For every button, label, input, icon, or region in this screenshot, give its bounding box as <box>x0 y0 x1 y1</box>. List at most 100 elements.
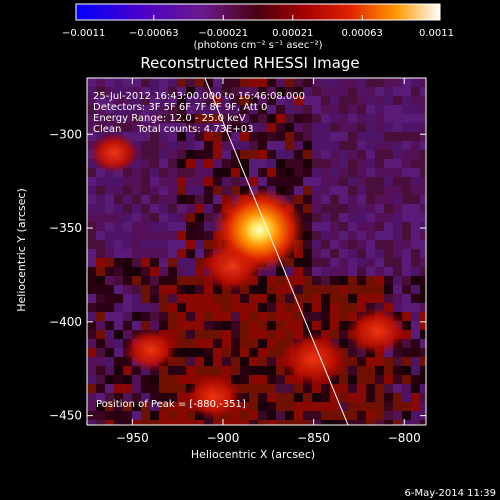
heatmap-cell <box>258 87 268 97</box>
heatmap-cell <box>186 357 196 367</box>
heatmap-cell <box>303 411 313 421</box>
heatmap-cell <box>168 231 178 241</box>
heatmap-cell <box>249 294 259 304</box>
heatmap-cell <box>222 420 232 425</box>
heatmap-cell <box>96 276 106 286</box>
heatmap-cell <box>159 258 169 268</box>
heatmap-cell <box>249 132 259 142</box>
heatmap-cell <box>330 411 340 421</box>
heatmap-cell <box>168 249 178 259</box>
heatmap-cell <box>159 78 169 88</box>
heatmap-cell <box>420 285 426 295</box>
heatmap-cell <box>141 420 151 425</box>
heatmap-cell <box>312 303 322 313</box>
heatmap-cell <box>177 321 187 331</box>
heatmap-cell <box>393 375 403 385</box>
heatmap-cell <box>312 114 322 124</box>
heatmap-cell <box>321 123 331 133</box>
heatmap-cell <box>141 105 151 115</box>
heatmap-cell <box>276 132 286 142</box>
heatmap-cell <box>240 366 250 376</box>
heatmap-cell <box>357 141 367 151</box>
heatmap-cell <box>213 204 223 214</box>
heatmap-cell <box>186 123 196 133</box>
heatmap-cell <box>132 366 142 376</box>
heatmap-cell <box>123 177 133 187</box>
heatmap-cell <box>141 186 151 196</box>
heatmap-cell <box>168 402 178 412</box>
heatmap-cell <box>321 204 331 214</box>
heatmap-cell <box>105 78 115 88</box>
heatmap-cell <box>141 132 151 142</box>
heatmap-cell <box>105 123 115 133</box>
heatmap-cell <box>384 96 394 106</box>
heatmap-cell <box>105 411 115 421</box>
heatmap-cell <box>411 231 421 241</box>
heatmap-cell <box>384 393 394 403</box>
heatmap-cell <box>402 384 412 394</box>
heatmap-cell <box>366 285 376 295</box>
heatmap-cell <box>195 96 205 106</box>
heatmap-cell <box>267 276 277 286</box>
heatmap-cell <box>195 276 205 286</box>
heatmap-cell <box>375 78 385 88</box>
heatmap-cell <box>393 420 403 425</box>
heatmap-cell <box>411 159 421 169</box>
heatmap-cell <box>177 186 187 196</box>
heatmap-cell <box>222 132 232 142</box>
heatmap-cell <box>393 303 403 313</box>
heatmap-cell <box>105 285 115 295</box>
heatmap-cell <box>213 87 223 97</box>
heatmap-cell <box>411 285 421 295</box>
heatmap-cell <box>258 402 268 412</box>
heatmap-cell <box>321 177 331 187</box>
heatmap-cell <box>204 222 214 232</box>
heatmap-cell <box>249 168 259 178</box>
heatmap-cell <box>339 114 349 124</box>
heatmap-cell <box>96 258 106 268</box>
heatmap-cell <box>267 420 277 425</box>
heatmap-cell <box>96 294 106 304</box>
heatmap-cell <box>114 204 124 214</box>
heatmap-cell <box>204 366 214 376</box>
heatmap-cell <box>222 366 232 376</box>
heatmap-cell <box>411 294 421 304</box>
heatmap-cell <box>186 348 196 358</box>
heatmap-cell <box>204 285 214 295</box>
heatmap-cell <box>213 168 223 178</box>
heatmap-cell <box>411 186 421 196</box>
heatmap-cell <box>186 258 196 268</box>
heatmap-cell <box>141 87 151 97</box>
heatmap-cell <box>249 384 259 394</box>
heatmap-cell <box>168 96 178 106</box>
heatmap-cell <box>87 348 97 358</box>
heatmap-cell <box>87 132 97 142</box>
heatmap-cell <box>105 96 115 106</box>
heatmap-cell <box>420 267 426 277</box>
heatmap-cell <box>258 114 268 124</box>
heatmap-cell <box>366 411 376 421</box>
heatmap-cell <box>204 294 214 304</box>
heatmap-cell <box>312 105 322 115</box>
heatmap-cell <box>249 357 259 367</box>
heatmap-cell <box>195 141 205 151</box>
heatmap-cell <box>159 105 169 115</box>
heatmap-cell <box>114 78 124 88</box>
heatmap-cell <box>267 348 277 358</box>
heatmap-cell <box>132 87 142 97</box>
heatmap-cell <box>339 276 349 286</box>
heatmap-cell <box>123 303 133 313</box>
heatmap-cell <box>159 186 169 196</box>
heatmap-cell <box>132 384 142 394</box>
heatmap-cell <box>249 177 259 187</box>
heatmap-cell <box>285 384 295 394</box>
heatmap-cell <box>312 294 322 304</box>
heatmap-cell <box>348 105 358 115</box>
heatmap-cell <box>393 240 403 250</box>
heatmap-cell <box>150 402 160 412</box>
heatmap-cell <box>330 186 340 196</box>
heatmap-cell <box>330 222 340 232</box>
heatmap-cell <box>339 105 349 115</box>
heatmap-cell <box>303 132 313 142</box>
heatmap-cell <box>285 267 295 277</box>
